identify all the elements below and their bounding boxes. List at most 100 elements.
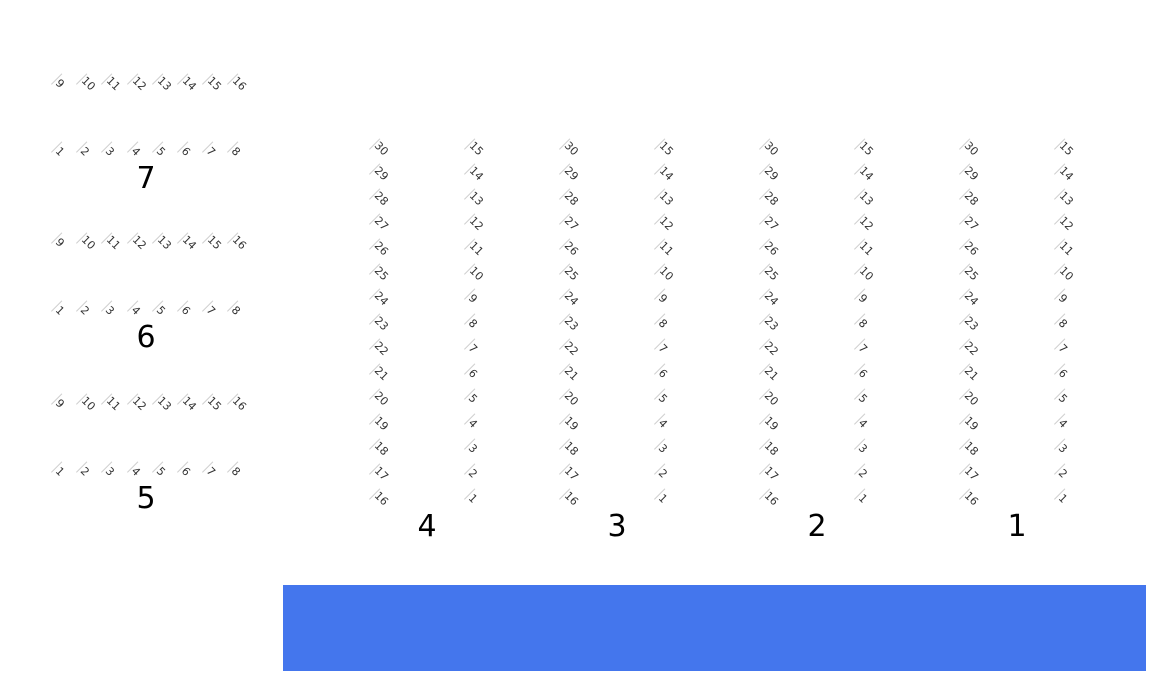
seat[interactable]: 22 xyxy=(958,338,984,360)
seat[interactable]: 29 xyxy=(758,163,784,185)
seat[interactable]: 28 xyxy=(958,188,984,210)
seat[interactable]: 5 xyxy=(151,141,177,163)
seat[interactable]: 24 xyxy=(958,288,984,310)
seat[interactable]: 5 xyxy=(853,388,879,410)
seat[interactable]: 17 xyxy=(958,463,984,485)
seat[interactable]: 16 xyxy=(226,393,252,415)
seat[interactable]: 9 xyxy=(653,288,679,310)
seat[interactable]: 6 xyxy=(176,461,202,483)
seat[interactable]: 12 xyxy=(853,213,879,235)
seat[interactable]: 9 xyxy=(50,73,76,95)
seat[interactable]: 1 xyxy=(1053,488,1079,510)
seat[interactable]: 17 xyxy=(558,463,584,485)
seat[interactable]: 15 xyxy=(201,232,227,254)
seat[interactable]: 11 xyxy=(100,232,126,254)
seat[interactable]: 5 xyxy=(151,300,177,322)
seat[interactable]: 7 xyxy=(201,141,227,163)
seat[interactable]: 4 xyxy=(463,413,489,435)
seat[interactable]: 4 xyxy=(126,300,152,322)
seat[interactable]: 29 xyxy=(958,163,984,185)
seat[interactable]: 4 xyxy=(126,461,152,483)
seat[interactable]: 10 xyxy=(853,263,879,285)
seat[interactable]: 13 xyxy=(463,188,489,210)
seat[interactable]: 15 xyxy=(853,138,879,160)
seat[interactable]: 24 xyxy=(368,288,394,310)
seat[interactable]: 14 xyxy=(653,163,679,185)
seat[interactable]: 19 xyxy=(758,413,784,435)
seat[interactable]: 15 xyxy=(201,393,227,415)
seat[interactable]: 28 xyxy=(368,188,394,210)
seat[interactable]: 6 xyxy=(176,300,202,322)
seat[interactable]: 7 xyxy=(201,461,227,483)
seat[interactable]: 18 xyxy=(558,438,584,460)
seat[interactable]: 12 xyxy=(463,213,489,235)
seat[interactable]: 18 xyxy=(368,438,394,460)
seat[interactable]: 1 xyxy=(653,488,679,510)
seat[interactable]: 9 xyxy=(1053,288,1079,310)
seat[interactable]: 11 xyxy=(100,73,126,95)
seat[interactable]: 27 xyxy=(368,213,394,235)
seat[interactable]: 25 xyxy=(958,263,984,285)
seat[interactable]: 8 xyxy=(463,313,489,335)
seat[interactable]: 10 xyxy=(75,73,101,95)
seat[interactable]: 1 xyxy=(50,461,76,483)
seat[interactable]: 30 xyxy=(558,138,584,160)
seat[interactable]: 15 xyxy=(463,138,489,160)
seat[interactable]: 21 xyxy=(368,363,394,385)
seat[interactable]: 2 xyxy=(75,461,101,483)
seat[interactable]: 2 xyxy=(75,141,101,163)
seat[interactable]: 17 xyxy=(368,463,394,485)
seat[interactable]: 27 xyxy=(558,213,584,235)
seat[interactable]: 6 xyxy=(853,363,879,385)
seat[interactable]: 7 xyxy=(853,338,879,360)
seat[interactable]: 3 xyxy=(653,438,679,460)
seat[interactable]: 10 xyxy=(653,263,679,285)
seat[interactable]: 5 xyxy=(151,461,177,483)
seat[interactable]: 15 xyxy=(1053,138,1079,160)
seat[interactable]: 11 xyxy=(100,393,126,415)
seat[interactable]: 14 xyxy=(176,73,202,95)
seat[interactable]: 5 xyxy=(463,388,489,410)
seat[interactable]: 2 xyxy=(653,463,679,485)
seat[interactable]: 8 xyxy=(226,141,252,163)
seat[interactable]: 6 xyxy=(463,363,489,385)
seat[interactable]: 1 xyxy=(50,300,76,322)
seat[interactable]: 23 xyxy=(758,313,784,335)
seat[interactable]: 22 xyxy=(558,338,584,360)
seat[interactable]: 3 xyxy=(1053,438,1079,460)
seat[interactable]: 16 xyxy=(226,232,252,254)
seat[interactable]: 12 xyxy=(653,213,679,235)
seat[interactable]: 7 xyxy=(463,338,489,360)
seat[interactable]: 30 xyxy=(368,138,394,160)
seat[interactable]: 14 xyxy=(1053,163,1079,185)
seat[interactable]: 11 xyxy=(653,238,679,260)
seat[interactable]: 6 xyxy=(176,141,202,163)
seat[interactable]: 13 xyxy=(1053,188,1079,210)
seat[interactable]: 23 xyxy=(368,313,394,335)
seat[interactable]: 8 xyxy=(653,313,679,335)
seat[interactable]: 8 xyxy=(853,313,879,335)
seat[interactable]: 24 xyxy=(558,288,584,310)
seat[interactable]: 15 xyxy=(653,138,679,160)
seat[interactable]: 7 xyxy=(201,300,227,322)
seat[interactable]: 9 xyxy=(50,393,76,415)
seat[interactable]: 9 xyxy=(853,288,879,310)
seat[interactable]: 20 xyxy=(368,388,394,410)
seat[interactable]: 6 xyxy=(653,363,679,385)
seat[interactable]: 16 xyxy=(558,488,584,510)
seat[interactable]: 12 xyxy=(1053,213,1079,235)
seat[interactable]: 5 xyxy=(1053,388,1079,410)
seat[interactable]: 8 xyxy=(226,461,252,483)
seat[interactable]: 3 xyxy=(100,300,126,322)
seat[interactable]: 7 xyxy=(1053,338,1079,360)
seat[interactable]: 16 xyxy=(226,73,252,95)
seat[interactable]: 21 xyxy=(958,363,984,385)
seat[interactable]: 25 xyxy=(558,263,584,285)
seat[interactable]: 14 xyxy=(176,393,202,415)
seat[interactable]: 16 xyxy=(958,488,984,510)
seat[interactable]: 21 xyxy=(558,363,584,385)
seat[interactable]: 12 xyxy=(126,393,152,415)
seat[interactable]: 8 xyxy=(226,300,252,322)
seat[interactable]: 29 xyxy=(368,163,394,185)
seat[interactable]: 3 xyxy=(463,438,489,460)
